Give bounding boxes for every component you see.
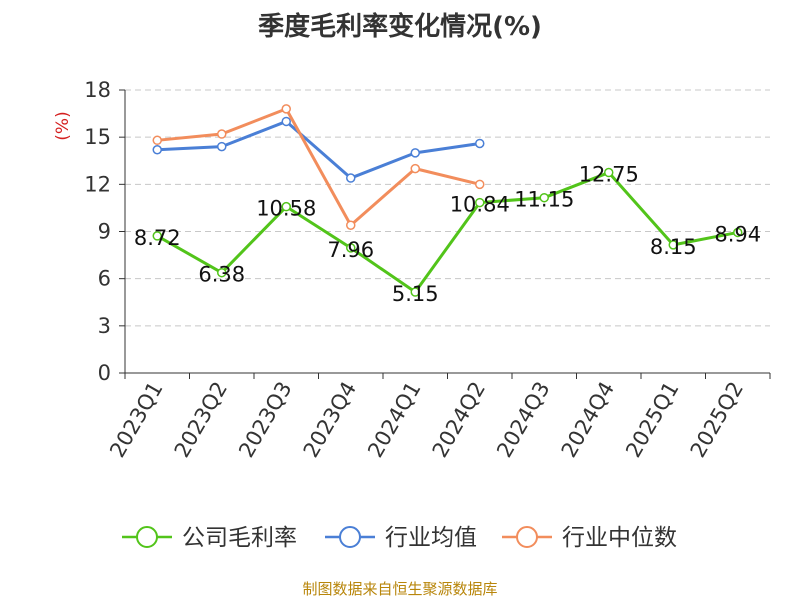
data-point <box>539 192 549 203</box>
data-label: 8.72 <box>134 226 181 250</box>
data-point <box>281 201 291 212</box>
data-point <box>346 173 356 183</box>
x-tick-label: 2025Q1 <box>621 378 683 462</box>
y-tick-label: 0 <box>98 361 111 385</box>
data-point <box>475 138 485 149</box>
x-tick-label: 2023Q4 <box>299 378 361 462</box>
data-point <box>410 163 420 174</box>
data-point <box>475 197 485 208</box>
x-tick-label: 2025Q2 <box>686 378 748 462</box>
legend-label: 行业均值 <box>385 525 477 551</box>
y-tick-label: 15 <box>84 125 111 149</box>
x-tick-label: 2024Q4 <box>557 378 619 462</box>
data-point <box>152 144 162 155</box>
legend-swatch-marker <box>339 526 361 548</box>
x-tick-label: 2024Q1 <box>363 378 425 462</box>
y-tick-label: 18 <box>84 78 111 102</box>
data-label: 10.58 <box>256 197 316 221</box>
data-point <box>410 287 420 297</box>
data-point <box>346 220 356 230</box>
data-point <box>217 267 227 278</box>
series-line <box>156 171 739 294</box>
data-point <box>217 141 227 152</box>
data-label: 7.96 <box>327 238 374 262</box>
y-tick-label: 3 <box>98 314 111 338</box>
x-tick-label: 2024Q2 <box>428 378 490 462</box>
data-label: 8.94 <box>714 222 761 246</box>
data-label: 5.15 <box>392 282 439 306</box>
data-point <box>281 116 291 127</box>
y-axis-label: (%) <box>53 111 73 140</box>
x-tick-label: 2023Q2 <box>170 378 232 462</box>
data-label: 8.15 <box>650 235 697 259</box>
data-label: 6.38 <box>198 263 245 287</box>
data-point <box>346 243 356 253</box>
data-point <box>410 148 420 158</box>
data-point <box>604 167 614 178</box>
legend-swatch-marker <box>136 526 158 548</box>
x-tick-label: 2023Q1 <box>105 378 167 462</box>
data-label: 12.75 <box>579 163 639 187</box>
legend-swatch-marker <box>516 526 538 548</box>
x-tick-label: 2023Q3 <box>234 378 296 462</box>
y-tick-label: 6 <box>98 267 111 291</box>
data-label: 11.15 <box>514 188 574 212</box>
data-point <box>217 129 227 139</box>
legend-label: 公司毛利率 <box>182 525 297 551</box>
series-line <box>157 107 481 227</box>
series-line <box>157 119 480 180</box>
y-tick-label: 12 <box>84 172 111 196</box>
data-point <box>281 104 291 114</box>
data-label: 10.84 <box>450 193 510 217</box>
x-tick-label: 2024Q3 <box>492 378 554 462</box>
data-point <box>733 227 743 238</box>
chart-title: 季度毛利率变化情况(%) <box>258 12 542 42</box>
data-point <box>152 231 162 241</box>
data-point <box>152 135 162 146</box>
y-tick-label: 9 <box>98 220 111 244</box>
data-point <box>475 179 485 190</box>
data-point <box>668 240 678 250</box>
legend-label: 行业中位数 <box>562 525 677 551</box>
source-note: 制图数据来自恒生聚源数据库 <box>302 580 498 598</box>
